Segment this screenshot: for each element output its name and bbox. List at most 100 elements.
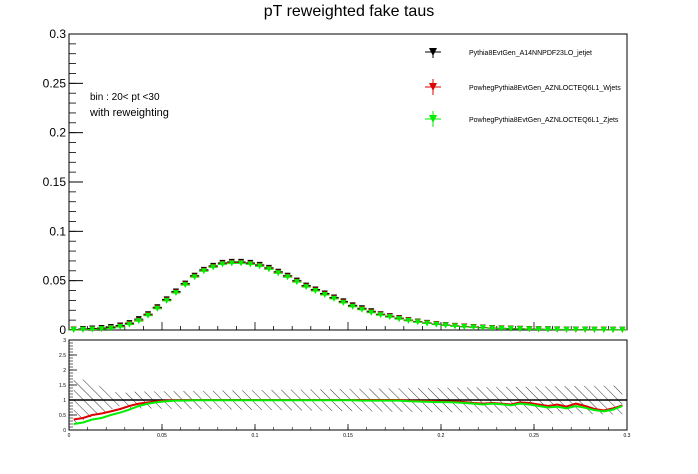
main-point-marker <box>275 270 282 277</box>
main-point-marker <box>470 324 477 331</box>
legend-marker-zjets <box>429 115 437 123</box>
legend-entry-jetjet: Pythia8EvtGen_A14NNPDF23LO_jetjet <box>425 48 592 58</box>
main-point-marker <box>526 326 533 333</box>
main-point-marker <box>182 282 189 289</box>
main-point-marker <box>414 319 421 326</box>
main-point-marker <box>368 309 375 316</box>
main-point-marker <box>284 274 291 281</box>
main-point-marker <box>405 317 412 324</box>
main-point-marker <box>358 306 365 313</box>
main-point-marker <box>238 260 245 267</box>
main-point-marker <box>610 326 617 333</box>
main-point-marker <box>79 326 86 333</box>
main-point-marker <box>107 325 114 332</box>
main-ytick-label: 0.05 <box>43 274 67 288</box>
main-ytick-label: 0.2 <box>49 126 66 140</box>
legend-marker-jetjet <box>429 48 437 56</box>
main-point-marker <box>117 324 124 331</box>
main-point-marker <box>191 274 198 281</box>
main-point-marker <box>377 312 384 319</box>
main-series-2 <box>69 260 627 333</box>
main-point-marker <box>535 326 542 333</box>
ratio-series-1 <box>73 399 623 425</box>
main-plot-series <box>69 258 627 333</box>
ratio-plot-series <box>73 399 623 425</box>
main-point-marker <box>247 261 254 268</box>
main-point-marker <box>424 320 431 327</box>
ratio-ytick-label: 0.5 <box>59 413 66 419</box>
main-point-marker <box>442 322 449 329</box>
ratio-xtick-label: 0.1 <box>252 433 259 439</box>
legend-marker-wjets <box>429 83 437 91</box>
main-point-marker <box>210 264 217 271</box>
ratio-xtick-label: 0 <box>68 433 71 439</box>
main-point-marker <box>572 326 579 333</box>
main-point-marker <box>340 299 347 306</box>
legend-entry-wjets: PowhegPythia8EvtGen_AZNLOCTEQ6L1_Wjets <box>425 79 621 95</box>
ratio-ytick-label: 1.5 <box>59 383 66 389</box>
main-point-marker <box>517 326 524 333</box>
main-point-marker <box>228 260 235 267</box>
main-point-marker <box>396 316 403 323</box>
bin-annotation: bin : 20< pt <30 <box>90 92 160 103</box>
main-ytick-label: 0.25 <box>43 76 67 90</box>
main-point-marker <box>89 326 96 333</box>
ratio-xtick-label: 0.3 <box>624 433 631 439</box>
main-point-marker <box>303 284 310 291</box>
main-point-marker <box>331 295 338 302</box>
main-plot-frame <box>68 33 628 331</box>
reweighting-annotation: with reweighting <box>89 107 169 119</box>
ratio-ytick-label: 3 <box>63 338 66 344</box>
main-point-marker <box>349 303 356 310</box>
main-axis-ticks: 0 0.05 0.1 0.15 0.2 0.25 0.3 <box>43 27 628 337</box>
main-point-marker <box>265 266 272 273</box>
main-series-0 <box>69 258 627 333</box>
ratio-axis-ticks: 0 0.5 1 1.5 2 2.5 3 0 0.05 0.1 0.15 0.2 0.25 0.3 <box>59 338 631 439</box>
ratio-ytick-label: 1 <box>63 398 66 404</box>
main-point-marker <box>489 325 496 332</box>
main-point-marker <box>433 321 440 328</box>
main-point-marker <box>619 326 626 333</box>
ratio-ytick-label: 0 <box>63 428 66 434</box>
main-point-marker <box>126 321 133 328</box>
ratio-xtick-label: 0.2 <box>438 433 445 439</box>
main-point-marker <box>312 288 319 295</box>
main-point-marker <box>321 291 328 298</box>
main-point-marker <box>386 314 393 321</box>
legend-label-zjets: PowhegPythia8EvtGen_AZNLOCTEQ6L1_Zjets <box>469 117 619 124</box>
main-point-marker <box>135 318 142 325</box>
ratio-xtick-label: 0.15 <box>343 433 353 439</box>
main-point-marker <box>563 326 570 333</box>
main-point-marker <box>98 326 105 333</box>
legend-label-jetjet: Pythia8EvtGen_A14NNPDF23LO_jetjet <box>469 50 592 57</box>
ratio-plot-frame <box>68 339 628 431</box>
main-point-marker <box>70 326 77 333</box>
legend-label-wjets: PowhegPythia8EvtGen_AZNLOCTEQ6L1_Wjets <box>469 85 621 92</box>
main-point-marker <box>582 326 589 333</box>
main-point-marker <box>256 263 263 270</box>
main-point-marker <box>200 268 207 275</box>
main-ytick-label: 0.15 <box>43 175 67 189</box>
ratio-ytick-label: 2 <box>63 368 66 374</box>
main-ytick-label: 0 <box>59 323 66 337</box>
ratio-xtick-label: 0.05 <box>157 433 167 439</box>
main-point-marker <box>172 290 179 296</box>
main-point-marker <box>154 305 161 312</box>
main-point-marker <box>479 324 486 331</box>
main-point-marker <box>591 326 598 333</box>
chart-title: pT reweighted fake taus <box>264 3 434 20</box>
ratio-xtick-label: 0.25 <box>529 433 539 439</box>
ratio-ytick-label: 2.5 <box>59 353 66 359</box>
main-ytick-label: 0.3 <box>49 27 66 41</box>
main-point-marker <box>145 312 152 319</box>
main-point-marker <box>507 325 514 332</box>
main-ytick-label: 0.1 <box>49 224 66 238</box>
main-point-marker <box>600 326 607 333</box>
main-point-marker <box>293 279 300 286</box>
main-point-marker <box>163 297 170 304</box>
main-series-1 <box>69 259 627 333</box>
main-point-marker <box>461 323 468 330</box>
main-point-marker <box>219 261 226 268</box>
main-point-marker <box>554 326 561 333</box>
